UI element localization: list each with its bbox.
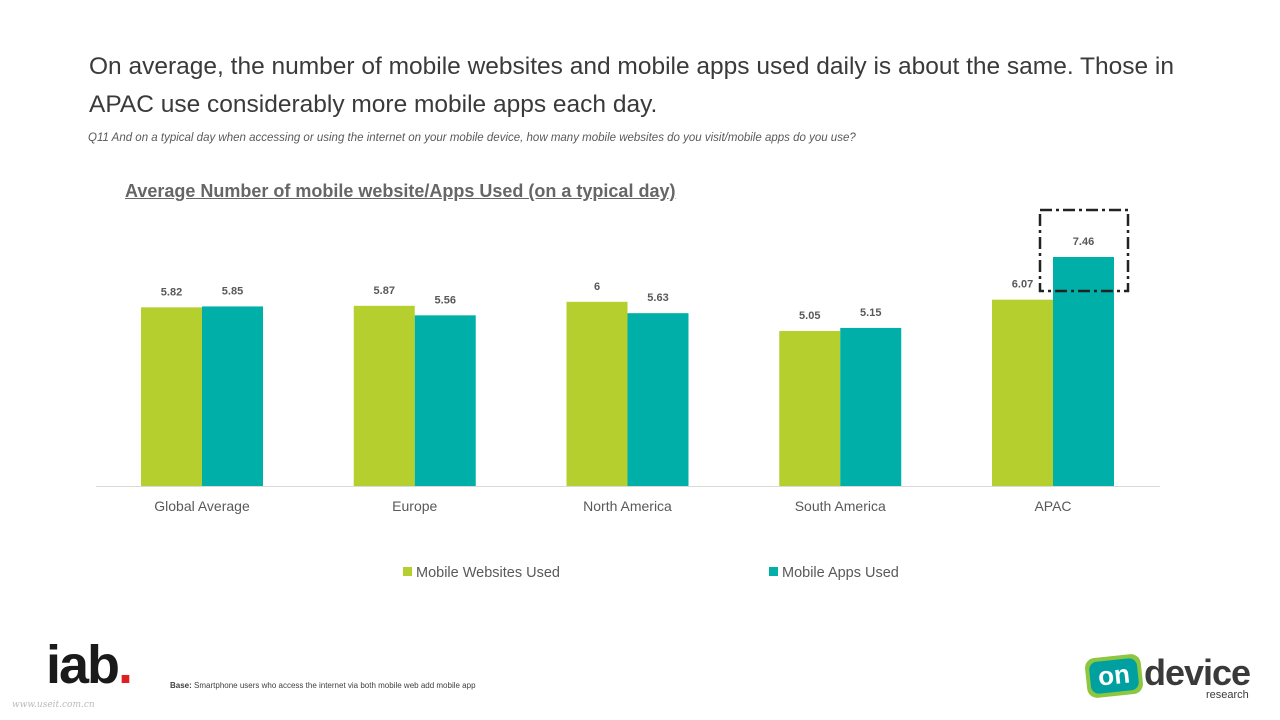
iab-logo-text: iab [46,635,120,695]
bar-1-1 [414,315,476,486]
ondevice-research: research [1206,689,1249,701]
highlight-box [1038,208,1130,293]
ondevice-badge: on [1084,653,1144,699]
legend-label-1: Mobile Apps Used [782,565,899,581]
data-label-0-3: 5.05 [799,310,820,322]
bar-1-2 [627,313,689,486]
bar-0-3 [779,330,841,486]
base-text: Smartphone users who access the internet… [194,681,476,690]
bar-0-4 [992,299,1053,486]
bar-0-2 [566,301,628,486]
ondevice-logo: on device research [1084,652,1256,704]
survey-question: Q11 And on a typical day when accessing … [88,132,856,144]
data-label-1-3: 5.15 [860,307,881,319]
category-label-0: Global Average [154,498,250,514]
headline: On average, the number of mobile website… [89,53,1174,118]
data-label-0-2: 6 [594,281,600,293]
watermark: www.useit.com.cn [12,700,95,710]
iab-logo-dot: . [118,635,133,695]
legend-swatch-0 [403,567,412,576]
data-label-0-1: 5.87 [374,285,395,297]
data-label-1-0: 5.85 [222,285,243,297]
ondevice-badge-text: on [1088,657,1140,695]
data-label-0-4: 6.07 [1012,279,1033,291]
data-label-1-2: 5.63 [647,292,668,304]
ondevice-word: device [1144,652,1251,693]
iab-logo: iab. [46,635,133,695]
category-label-4: APAC [1034,498,1071,514]
bar-0-0 [141,307,202,486]
bar-1-4 [1053,257,1114,486]
data-label-0-0: 5.82 [161,286,182,298]
base-label: Base: [170,681,192,690]
data-label-1-1: 5.56 [435,294,456,306]
chart-title: Average Number of mobile website/Apps Us… [125,181,676,201]
category-label-2: North America [583,498,672,514]
bar-1-0 [202,306,263,486]
base-note: Base: Smartphone users who access the in… [170,681,476,690]
legend-swatch-1 [769,567,778,576]
bar-1-3 [840,327,902,486]
legend-label-0: Mobile Websites Used [416,565,560,581]
data-label-1-4: 7.46 [1073,236,1094,248]
bar-0-1 [353,305,415,486]
category-label-3: South America [795,498,886,514]
category-label-1: Europe [392,498,437,514]
